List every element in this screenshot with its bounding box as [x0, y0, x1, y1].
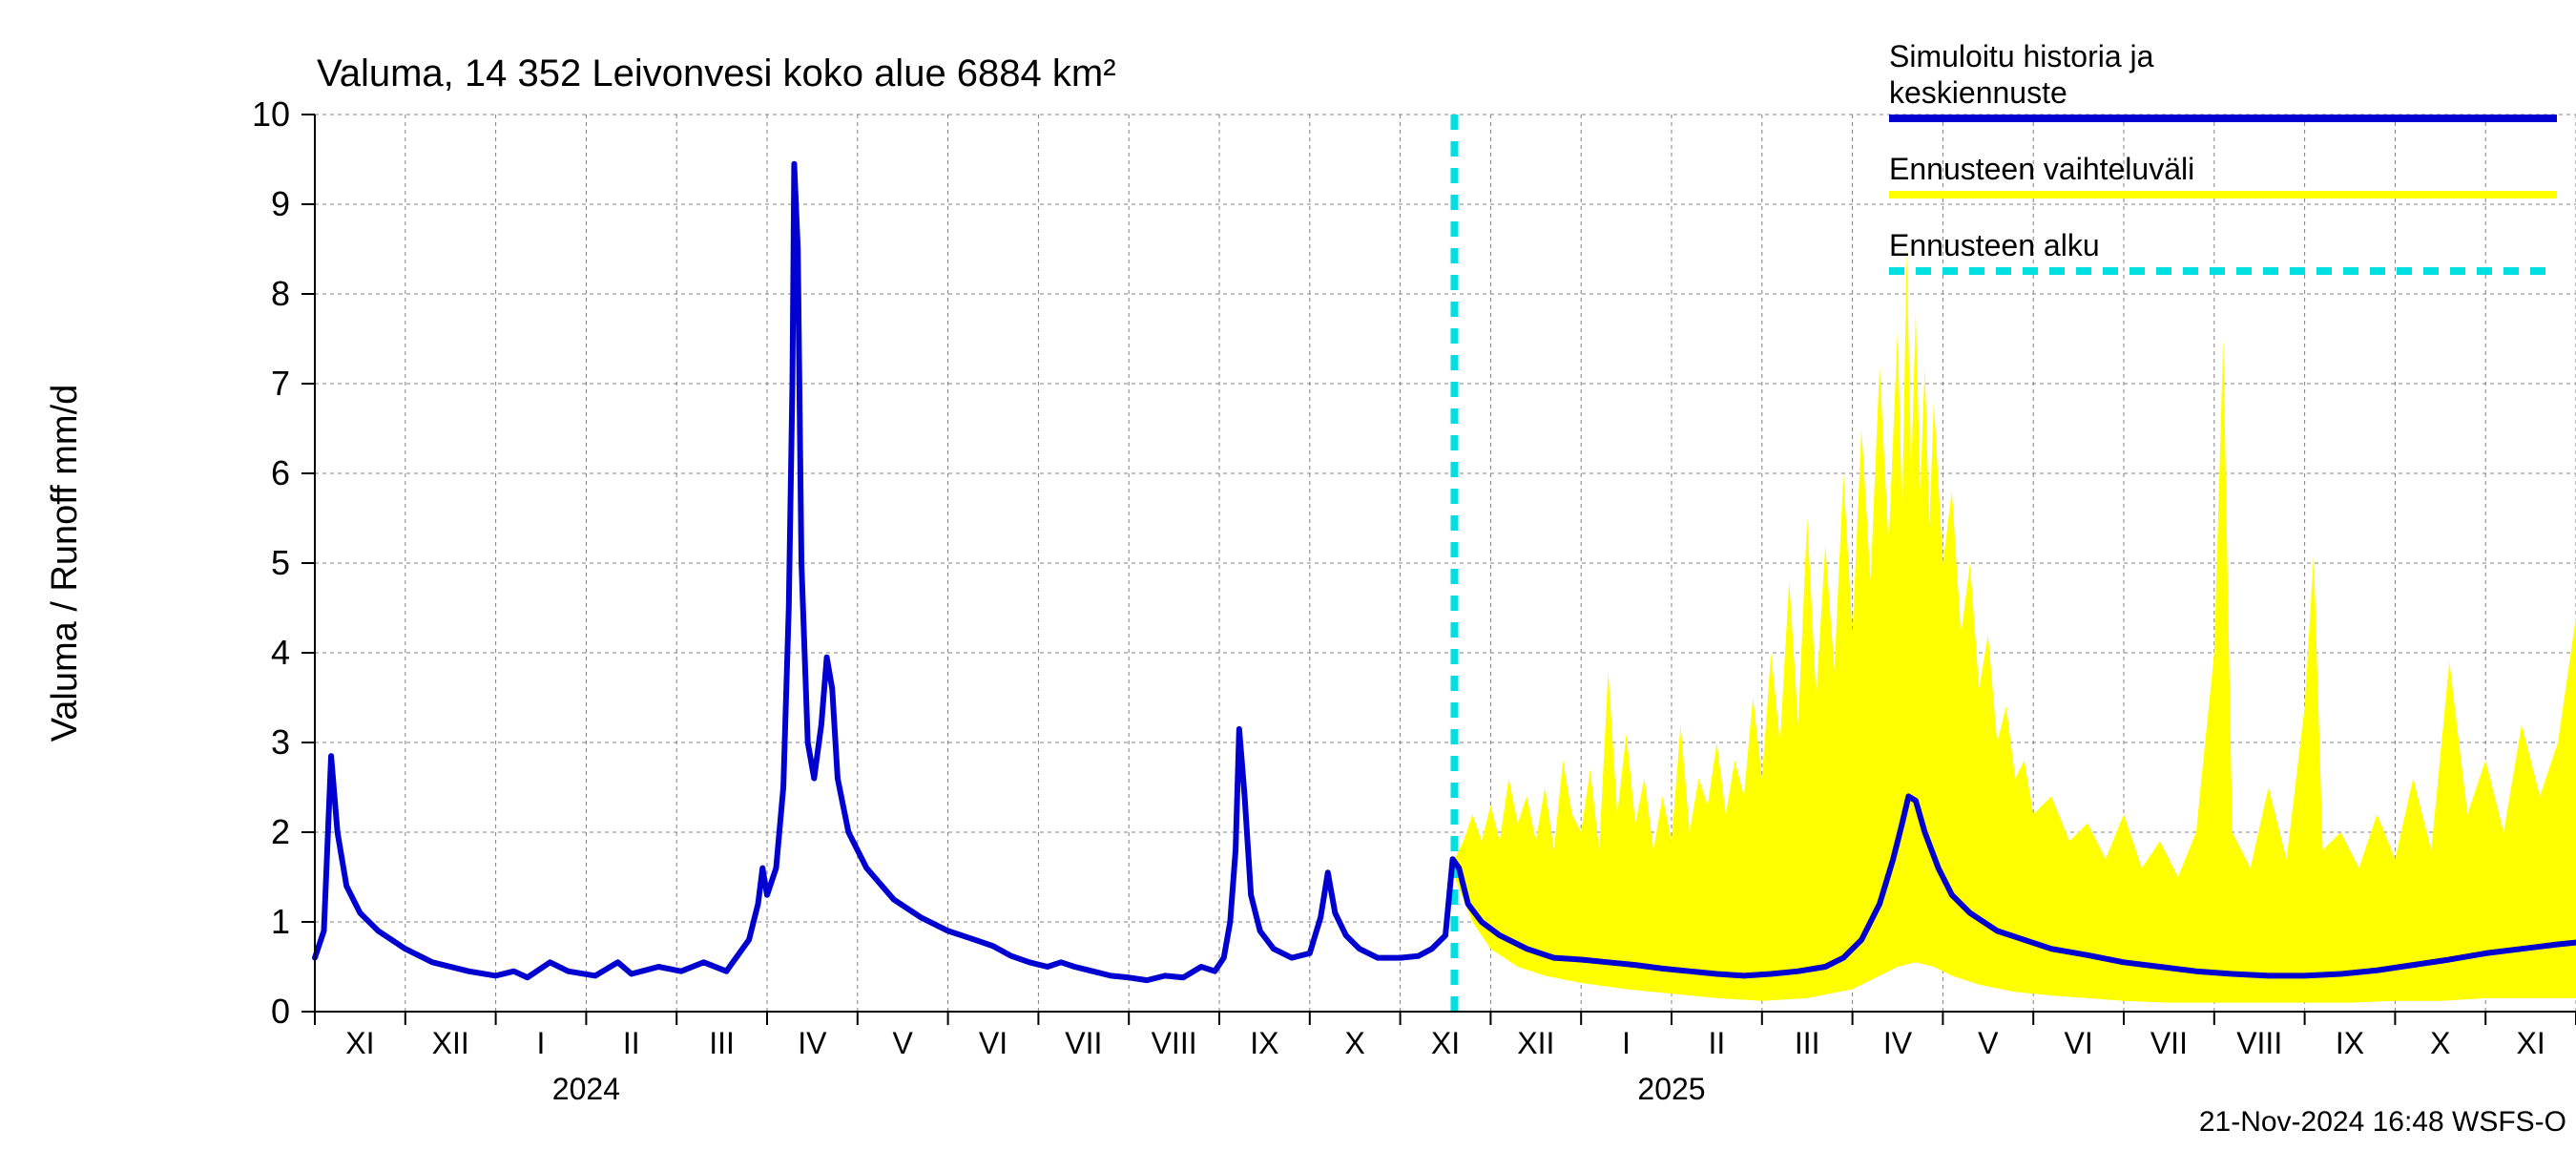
legend-label: Ennusteen alku [1889, 228, 2100, 262]
y-tick-label: 10 [252, 94, 290, 134]
x-month-label: VII [1065, 1026, 1102, 1060]
legend-label: Simuloitu historia ja [1889, 39, 2154, 73]
y-axis-label: Valuma / Runoff mm/d [45, 385, 85, 742]
x-month-label: XI [2516, 1026, 2545, 1060]
x-month-label: V [893, 1026, 914, 1060]
x-month-label: III [709, 1026, 735, 1060]
x-month-label: VIII [2236, 1026, 2282, 1060]
x-month-label: XII [1517, 1026, 1554, 1060]
x-month-label: I [1622, 1026, 1631, 1060]
x-month-label: IX [2336, 1026, 2364, 1060]
x-month-label: VI [979, 1026, 1008, 1060]
y-tick-label: 7 [271, 364, 290, 403]
x-month-label: VII [2150, 1026, 2188, 1060]
x-month-label: VI [2064, 1026, 2092, 1060]
x-month-label: I [537, 1026, 546, 1060]
x-month-label: IX [1250, 1026, 1278, 1060]
x-month-label: VIII [1152, 1026, 1197, 1060]
y-tick-label: 6 [271, 453, 290, 492]
x-month-label: IV [798, 1026, 827, 1060]
y-tick-label: 9 [271, 184, 290, 223]
legend-label: keskiennuste [1889, 75, 2067, 110]
x-month-label: X [1345, 1026, 1365, 1060]
y-tick-label: 2 [271, 812, 290, 851]
legend-label: Ennusteen vaihteluväli [1889, 152, 2194, 186]
chart-title: Valuma, 14 352 Leivonvesi koko alue 6884… [317, 52, 1116, 94]
x-year-label: 2025 [1637, 1072, 1705, 1106]
x-month-label: IV [1883, 1026, 1913, 1060]
y-tick-label: 5 [271, 543, 290, 582]
y-tick-label: 8 [271, 274, 290, 313]
x-month-label: XI [1431, 1026, 1460, 1060]
x-month-label: III [1795, 1026, 1820, 1060]
x-month-label: XII [432, 1026, 469, 1060]
footer-timestamp: 21-Nov-2024 16:48 WSFS-O [2199, 1106, 2566, 1138]
y-tick-label: 4 [271, 633, 290, 672]
x-year-label: 2024 [552, 1072, 620, 1106]
x-month-label: II [1709, 1026, 1726, 1060]
x-month-label: X [2430, 1026, 2450, 1060]
runoff-chart: 012345678910XIXIIIIIIIIIVVVIVIIVIIIIXXXI… [0, 0, 2576, 1145]
x-month-label: V [1978, 1026, 1999, 1060]
y-tick-label: 3 [271, 722, 290, 762]
y-tick-label: 0 [271, 992, 290, 1031]
x-month-label: XI [345, 1026, 374, 1060]
x-month-label: II [623, 1026, 640, 1060]
y-tick-label: 1 [271, 902, 290, 941]
